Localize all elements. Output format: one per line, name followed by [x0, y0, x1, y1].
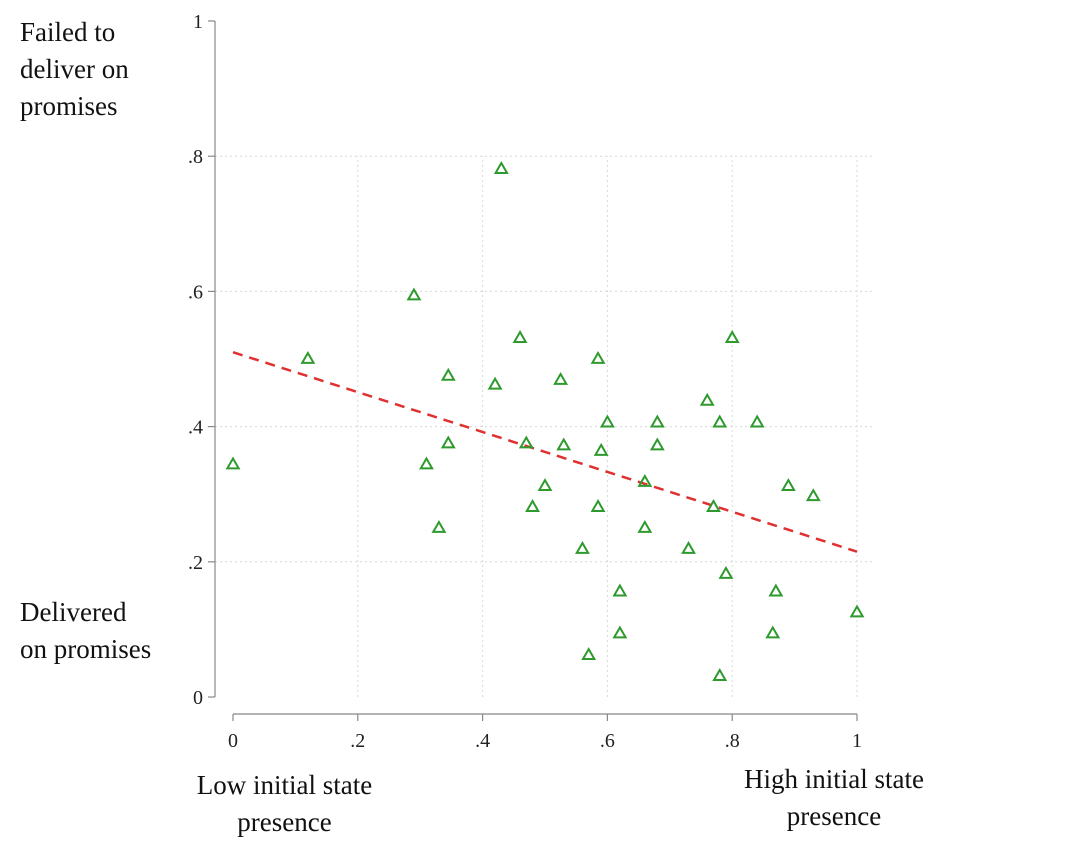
data-point-7	[487, 376, 503, 390]
data-point-34	[749, 414, 765, 428]
data-point-15	[575, 540, 590, 554]
data-point-14	[556, 437, 572, 451]
data-point-33	[724, 330, 740, 343]
data-point-3	[419, 456, 434, 470]
y-tick-label-4: .8	[188, 146, 203, 168]
x-tick-label-0: 0	[228, 730, 238, 752]
y-high-line-2: deliver on	[20, 54, 129, 84]
data-point-31	[712, 668, 728, 681]
data-point-0	[225, 456, 241, 470]
x-tick-label-3: .6	[600, 730, 615, 752]
x-tick-label-5: 1	[852, 730, 862, 752]
y-tick-label-0: 0	[193, 687, 203, 709]
x-low-annotation: Low initial state presence	[182, 767, 387, 841]
data-point-32	[718, 565, 734, 579]
y-tick-label-1: .2	[188, 552, 203, 574]
x-high-line-2: presence	[786, 801, 882, 831]
y-high-line-1: Failed to	[20, 17, 116, 47]
data-point-26	[649, 437, 665, 451]
fit-line-group	[232, 351, 858, 553]
data-point-11	[525, 499, 540, 512]
data-point-12	[537, 478, 553, 491]
y-high-line-3: promises	[20, 91, 118, 121]
data-point-28	[699, 392, 715, 406]
data-point-25	[649, 414, 665, 428]
data-point-38	[805, 488, 821, 502]
x-high-annotation: High initial state presence	[727, 761, 941, 835]
data-point-19	[593, 442, 609, 456]
data-point-20	[599, 414, 615, 428]
data-point-36	[768, 583, 784, 597]
y-low-annotation: Delivered on promises	[20, 594, 151, 668]
data-point-35	[765, 625, 781, 639]
y-tick-label-2: .4	[188, 417, 203, 439]
x-tick-label-4: .8	[725, 730, 740, 752]
data-point-30	[712, 414, 728, 428]
y-low-line-1: Delivered	[20, 597, 127, 627]
y-high-annotation: Failed to deliver on promises	[20, 14, 129, 125]
y-low-line-2: on promises	[20, 634, 152, 664]
data-point-21	[612, 583, 628, 597]
data-point-24	[637, 519, 653, 533]
x-high-line-1: High initial state	[744, 764, 924, 794]
data-point-27	[681, 540, 696, 554]
data-point-17	[590, 350, 606, 364]
y-tick-label-5: 1	[193, 11, 203, 33]
data-point-4	[431, 519, 447, 533]
data-point-23	[637, 474, 653, 487]
x-tick-label-1: .2	[350, 730, 365, 752]
data-point-29	[706, 499, 721, 512]
grid-lines	[215, 155, 875, 697]
data-point-18	[590, 499, 606, 512]
data-point-8	[493, 161, 509, 174]
data-point-6	[440, 435, 456, 449]
data-point-10	[518, 435, 534, 449]
data-points	[225, 161, 865, 681]
data-point-1	[300, 350, 316, 364]
x-low-line-2: presence	[237, 807, 332, 837]
data-point-5	[440, 367, 456, 381]
data-point-16	[581, 647, 597, 660]
data-point-37	[780, 478, 796, 491]
axes: 0 .2 .4 .6 .8 1 0 .2 .4 .6 .8 1	[188, 11, 862, 752]
data-point-22	[612, 625, 628, 639]
data-point-9	[512, 330, 528, 343]
x-low-line-1: Low initial state	[196, 770, 373, 800]
data-point-13	[553, 371, 569, 385]
fit-line	[232, 351, 858, 553]
data-point-39	[849, 604, 865, 618]
data-point-2	[406, 287, 422, 301]
y-tick-label-3: .6	[188, 281, 203, 303]
x-tick-label-2: .4	[475, 730, 490, 752]
